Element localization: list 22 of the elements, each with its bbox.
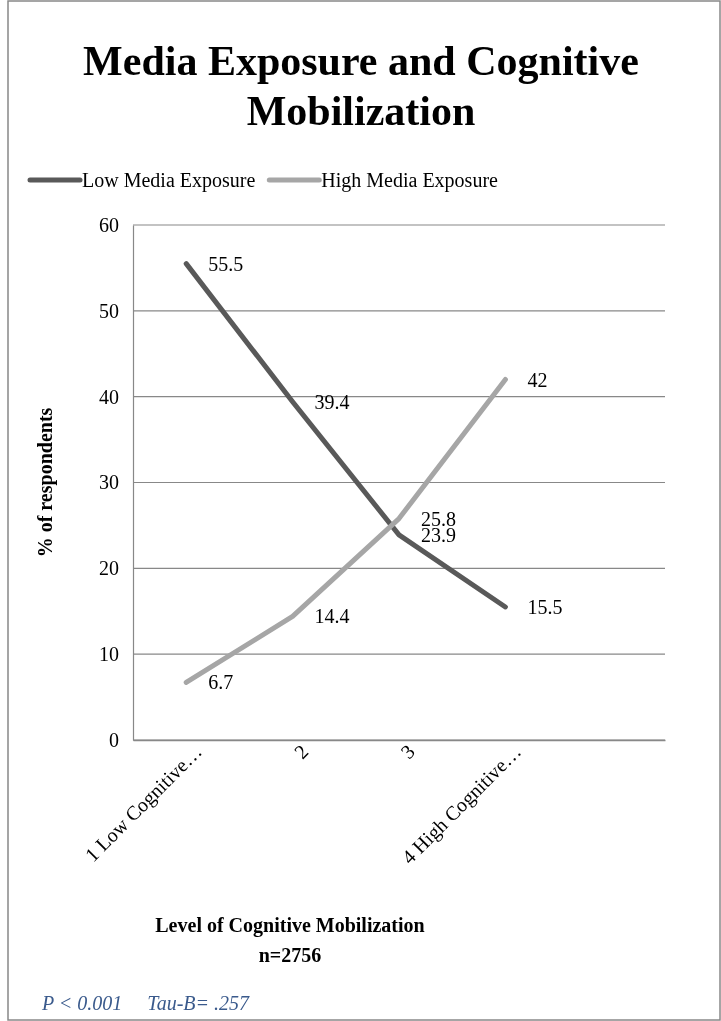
data-label: 14.4 — [314, 605, 350, 628]
data-label: 42 — [527, 368, 548, 391]
y-tick-label: 30 — [99, 471, 119, 494]
text: P < 0.001 Tau-B= .257 — [41, 992, 251, 1014]
text: n=2756 — [258, 944, 322, 966]
x-tick-label: 2 — [289, 740, 313, 763]
legend-label: Low Media Exposure — [82, 169, 256, 192]
y-axis-title: % of respondents — [34, 407, 57, 558]
y-tick-label: 40 — [99, 385, 119, 408]
data-label: 6.7 — [208, 671, 234, 694]
y-tick-label: 10 — [99, 643, 119, 666]
chart-title: Media Exposure and Cognitive Mobilization — [83, 38, 639, 134]
y-tick-label: 60 — [99, 213, 119, 236]
data-label: 55.5 — [208, 252, 244, 275]
x-axis-title: Level of Cognitive Mobilization — [155, 914, 425, 937]
legend-label: High Media Exposure — [321, 169, 499, 192]
y-tick-label: 50 — [99, 299, 119, 322]
data-label: 15.5 — [527, 595, 563, 618]
y-tick-label: 20 — [99, 557, 119, 580]
x-tick-label: 3 — [396, 740, 419, 763]
y-tick-label: 0 — [109, 728, 119, 751]
data-label: 39.4 — [314, 390, 350, 413]
